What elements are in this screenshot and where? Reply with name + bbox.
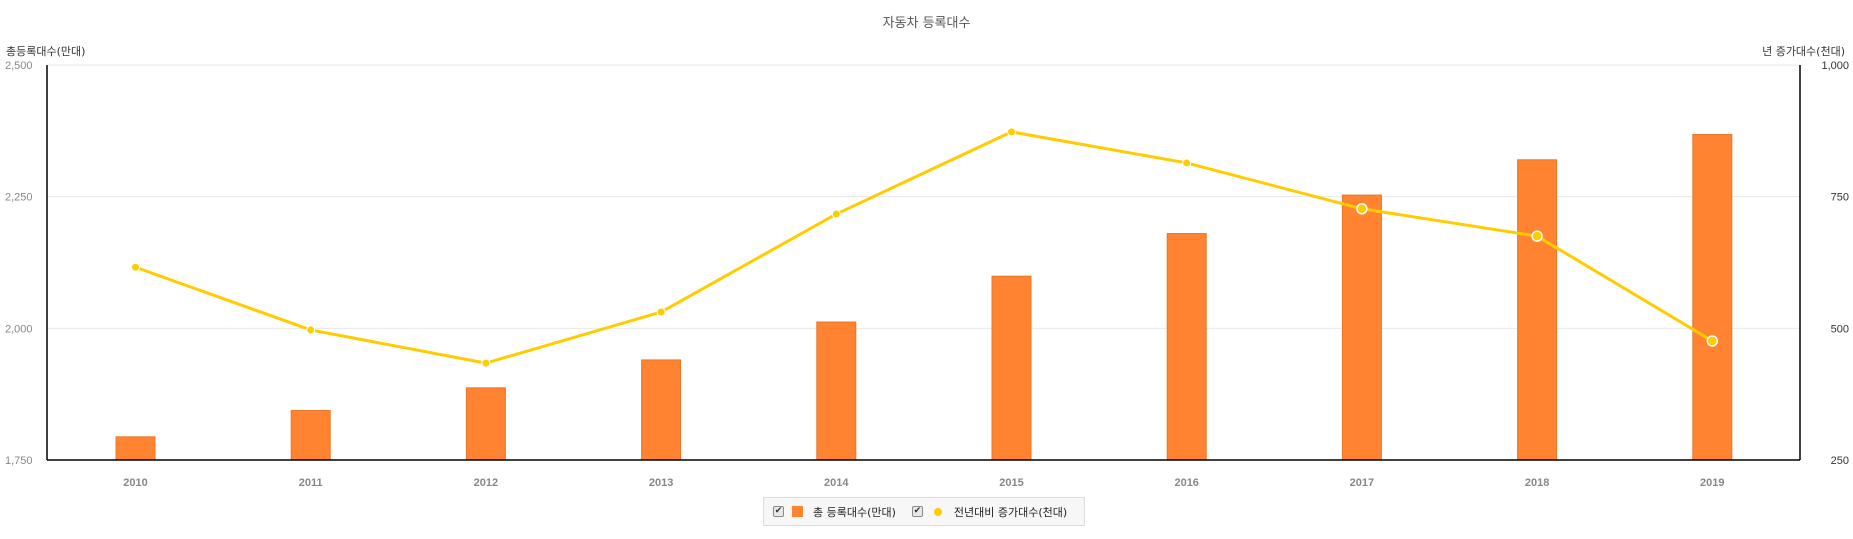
bar-2018[interactable] (1517, 159, 1558, 461)
x-tick-label: 2019 (1700, 477, 1724, 489)
line-point-2015[interactable] (1007, 127, 1016, 137)
bar-2012[interactable] (465, 387, 506, 461)
line-point-2013[interactable] (656, 307, 666, 317)
x-tick-label: 2014 (824, 477, 849, 489)
x-tick-label: 2018 (1525, 477, 1549, 489)
bar-2010[interactable] (115, 436, 156, 461)
left-axis-title: 총등록대수(만대) (6, 45, 86, 58)
line-point-2019[interactable] (1706, 335, 1719, 347)
line-series (131, 127, 1719, 368)
left-tick-label: 2,000 (5, 323, 33, 335)
legend-label: 전년대비 증가대수(천대) (953, 505, 1068, 519)
line-point-2010[interactable] (131, 262, 140, 272)
bar-2014[interactable] (816, 321, 857, 461)
right-tick-label: 1,000 (1821, 60, 1849, 72)
right-tick-label: 500 (1831, 323, 1849, 335)
x-tick-label: 2011 (299, 477, 323, 489)
x-tick-label: 2013 (649, 477, 673, 489)
legend-label: 총 등록대수(만대) (813, 505, 896, 519)
x-axis-ticks: 2010 2011 2012 2013 2014 2015 2016 2017 2018 2019 (123, 477, 1724, 489)
x-tick-label: 2015 (999, 477, 1023, 489)
line-point-2012[interactable] (481, 358, 491, 368)
line-point-2016[interactable] (1182, 158, 1192, 168)
left-tick-label: 1,750 (5, 455, 33, 467)
bar-2013[interactable] (641, 359, 682, 461)
right-tick-label: 750 (1831, 192, 1849, 204)
left-axis-ticks: 2,500 2,250 2,000 1,750 (5, 60, 33, 467)
bar-2017[interactable] (1341, 194, 1382, 461)
line-point-2011[interactable] (306, 325, 316, 335)
line-point-2014[interactable] (831, 209, 841, 219)
bar-2016[interactable] (1166, 233, 1207, 461)
line-point-2018[interactable] (1531, 230, 1543, 242)
checkbox-checked-icon[interactable]: ✔ (911, 506, 923, 517)
bar-2011[interactable] (290, 409, 331, 461)
left-tick-label: 2,250 (5, 192, 33, 204)
x-tick-label: 2016 (1174, 477, 1198, 489)
right-tick-label: 250 (1831, 455, 1849, 467)
left-tick-label: 2,500 (5, 60, 33, 72)
bar-swatch-icon (792, 506, 803, 517)
bar-2019[interactable] (1692, 134, 1733, 461)
x-tick-label: 2012 (474, 477, 498, 489)
x-tick-label: 2017 (1350, 477, 1374, 489)
right-axis-title: 년 증가대수(천대) (1762, 45, 1845, 58)
x-tick-label: 2010 (123, 477, 147, 489)
right-axis-ticks: 1,000 750 500 250 (1821, 60, 1849, 467)
legend-item-yearly-increase[interactable]: ✔ 전년대비 증가대수(천대) (911, 504, 1068, 520)
bar-2015[interactable] (991, 275, 1032, 461)
legend-item-total-registrations[interactable]: ✔ 총 등록대수(만대) (773, 504, 896, 520)
bar-series (115, 134, 1733, 461)
axes (46, 65, 1801, 461)
line-point-2017[interactable] (1356, 203, 1368, 215)
chart-title: 자동차 등록대수 (882, 16, 971, 31)
legend: ✔ 총 등록대수(만대) ✔ 전년대비 증가대수(천대) (763, 497, 1085, 526)
checkbox-checked-icon[interactable]: ✔ (773, 506, 784, 517)
increase-line (134, 130, 1714, 365)
line-dot-swatch-icon (933, 507, 942, 516)
